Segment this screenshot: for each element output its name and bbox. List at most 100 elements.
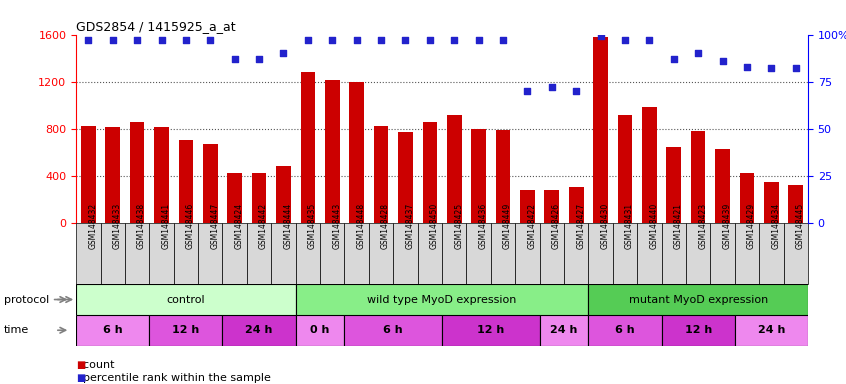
Bar xyxy=(300,72,316,223)
Text: 6 h: 6 h xyxy=(615,325,634,335)
Point xyxy=(155,37,168,43)
Bar xyxy=(691,131,706,223)
Point xyxy=(520,88,534,94)
Text: 24 h: 24 h xyxy=(758,325,785,335)
Bar xyxy=(545,190,559,223)
Text: GSM148437: GSM148437 xyxy=(405,203,415,249)
Bar xyxy=(471,129,486,223)
Bar xyxy=(662,223,686,284)
Bar xyxy=(788,185,803,223)
Bar xyxy=(296,223,320,284)
Text: 12 h: 12 h xyxy=(684,325,711,335)
Text: GSM148426: GSM148426 xyxy=(552,203,561,249)
Bar xyxy=(154,127,169,223)
Point xyxy=(716,58,729,64)
Bar xyxy=(783,223,808,284)
Text: GSM148431: GSM148431 xyxy=(625,203,634,249)
Bar xyxy=(179,141,193,223)
Text: control: control xyxy=(167,295,206,305)
Point xyxy=(130,37,144,43)
Bar xyxy=(593,37,608,223)
Text: GSM148429: GSM148429 xyxy=(747,203,756,249)
Point xyxy=(326,37,339,43)
Point xyxy=(277,50,290,56)
Point xyxy=(81,37,95,43)
Bar xyxy=(466,223,491,284)
Bar xyxy=(715,149,730,223)
Bar xyxy=(252,173,266,223)
Point xyxy=(667,56,680,62)
Bar xyxy=(149,223,173,284)
Text: GSM148435: GSM148435 xyxy=(308,203,317,249)
Point xyxy=(643,37,656,43)
Text: GSM148448: GSM148448 xyxy=(357,203,365,249)
Bar xyxy=(198,223,222,284)
Bar xyxy=(588,284,808,315)
Bar xyxy=(149,315,222,346)
Bar xyxy=(588,223,613,284)
Bar xyxy=(662,315,734,346)
Text: GSM148438: GSM148438 xyxy=(137,203,146,249)
Point xyxy=(228,56,241,62)
Text: GSM148450: GSM148450 xyxy=(430,203,439,249)
Text: 24 h: 24 h xyxy=(550,325,578,335)
Bar xyxy=(203,144,217,223)
Bar xyxy=(129,122,145,223)
Bar xyxy=(76,284,296,315)
Bar xyxy=(247,223,272,284)
Bar xyxy=(228,173,242,223)
Bar xyxy=(734,223,759,284)
Text: ■: ■ xyxy=(76,360,85,370)
Bar xyxy=(515,223,540,284)
Bar xyxy=(686,223,711,284)
Point xyxy=(472,37,486,43)
Bar xyxy=(369,223,393,284)
Point xyxy=(301,37,315,43)
Text: GSM148423: GSM148423 xyxy=(698,203,707,249)
Text: GSM148447: GSM148447 xyxy=(211,203,219,249)
Bar xyxy=(759,223,783,284)
Bar xyxy=(588,315,662,346)
Bar xyxy=(320,223,344,284)
Text: protocol: protocol xyxy=(4,295,49,305)
Point xyxy=(179,37,193,43)
Text: mutant MyoD expression: mutant MyoD expression xyxy=(629,295,768,305)
Text: percentile rank within the sample: percentile rank within the sample xyxy=(76,373,271,383)
Bar xyxy=(222,315,296,346)
Text: 6 h: 6 h xyxy=(103,325,123,335)
Text: GSM148421: GSM148421 xyxy=(673,203,683,249)
Bar xyxy=(276,166,291,223)
Bar xyxy=(173,223,198,284)
Bar xyxy=(374,126,388,223)
Point xyxy=(398,37,412,43)
Text: GSM148432: GSM148432 xyxy=(88,203,97,249)
Text: GSM148445: GSM148445 xyxy=(796,203,805,249)
Bar xyxy=(344,223,369,284)
Point xyxy=(618,37,632,43)
Bar xyxy=(76,223,101,284)
Point xyxy=(423,37,437,43)
Text: GSM148444: GSM148444 xyxy=(283,203,293,249)
Text: GSM148442: GSM148442 xyxy=(259,203,268,249)
Text: 24 h: 24 h xyxy=(245,325,272,335)
Bar xyxy=(520,190,535,223)
Bar xyxy=(540,315,588,346)
Bar xyxy=(613,223,637,284)
Text: ■: ■ xyxy=(76,373,85,383)
Bar xyxy=(398,132,413,223)
Text: 0 h: 0 h xyxy=(310,325,330,335)
Bar xyxy=(76,315,149,346)
Point xyxy=(252,56,266,62)
Bar xyxy=(442,223,466,284)
Point xyxy=(374,37,387,43)
Bar xyxy=(496,130,510,223)
Text: GSM148430: GSM148430 xyxy=(601,203,610,249)
Bar xyxy=(344,315,442,346)
Bar xyxy=(272,223,296,284)
Point xyxy=(204,37,217,43)
Bar xyxy=(642,108,656,223)
Bar xyxy=(739,173,755,223)
Bar xyxy=(667,147,681,223)
Bar xyxy=(569,187,584,223)
Text: GSM148424: GSM148424 xyxy=(234,203,244,249)
